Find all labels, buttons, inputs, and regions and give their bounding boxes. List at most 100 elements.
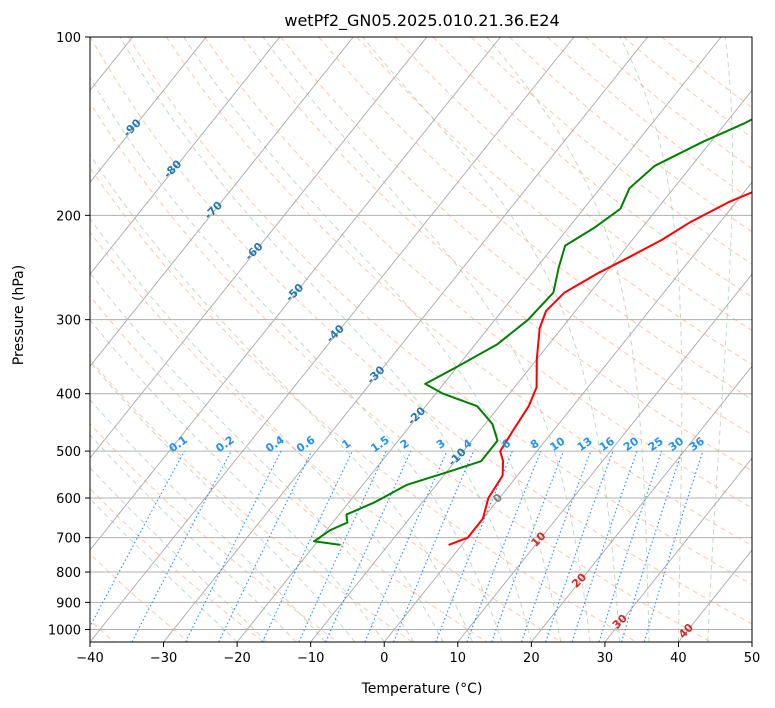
mixing-ratio-line (466, 450, 542, 642)
y-tick-label: 900 (56, 596, 81, 611)
plot-area: 0.1 0.2 0.4 0.6 1 1.5 2 3 4 6 8 10 13 16 20 25 30 36-90-8… (0, 31, 761, 666)
mixing-ratio-line (598, 450, 663, 642)
mixing-ratio-label: 0.2 (213, 433, 236, 455)
isotherm-line (310, 89, 752, 642)
mixing-ratio-label: 3 (434, 437, 448, 452)
dry-adiabat (470, 37, 752, 265)
mixing-ratio-line (435, 450, 513, 642)
dry-adiabat (90, 37, 752, 625)
moist-adiabat (183, 37, 562, 642)
mixing-ratio-line (185, 450, 282, 642)
isotherm-line (751, 641, 752, 642)
isotherm-line (90, 37, 501, 551)
isotherm-line (678, 549, 752, 642)
x-tick-label: −20 (223, 651, 250, 666)
dry-adiabat (90, 101, 712, 642)
moist-adiabat (90, 319, 385, 642)
x-axis-label: Temperature (°C) (361, 681, 483, 697)
dry-adiabat (127, 37, 752, 585)
plot-lines (0, 37, 752, 642)
moist-adiabat (90, 497, 238, 642)
moist-adiabat (262, 37, 591, 642)
x-tick-label: −10 (297, 651, 324, 666)
chart-title: wetPf2_GN05.2025.010.21.36.E24 (284, 11, 559, 31)
moist-adiabat (90, 434, 297, 642)
moist-adiabat (707, 37, 733, 642)
y-tick-label: 700 (56, 532, 81, 547)
temperature-profile (448, 191, 752, 546)
x-tick-label: 10 (450, 651, 467, 666)
mixing-ratio-line (571, 450, 638, 642)
dry-adiabat (90, 487, 264, 642)
y-tick-label: 800 (56, 566, 81, 581)
dry-adiabat (661, 37, 752, 109)
moist-adiabat (90, 153, 473, 642)
mixing-ratio-label: 0.4 (263, 433, 287, 455)
moist-adiabat (90, 399, 326, 642)
y-tick-label: 100 (56, 31, 81, 46)
isotherm-line (236, 37, 722, 642)
dry-adiabat (90, 553, 190, 642)
x-tick-label: 50 (744, 651, 761, 666)
mixing-ratio-line (325, 450, 412, 642)
dry-adiabat (318, 37, 752, 400)
isotherm-line (90, 37, 354, 367)
dry-adiabat (90, 231, 562, 642)
dry-adiabat (90, 358, 413, 642)
moist-adiabat (486, 37, 650, 642)
y-tick-label: 1000 (48, 623, 81, 638)
mixing-ratio-label: 2 (398, 437, 412, 452)
mixing-ratio-line (218, 450, 313, 642)
mixing-ratio-line (621, 450, 683, 642)
mixing-ratio-line (90, 450, 185, 628)
y-tick-label: 500 (56, 445, 81, 460)
mixing-ratio-label: 8 (528, 437, 542, 452)
moist-adiabat (90, 217, 444, 642)
mixing-ratio-line (520, 450, 592, 642)
dry-adiabat (165, 37, 752, 547)
mixing-ratio-line (545, 450, 614, 642)
isotherm-line (383, 181, 752, 642)
isotherm-line (90, 37, 207, 184)
y-tick-label: 400 (56, 388, 81, 403)
x-tick-label: −40 (76, 651, 103, 666)
x-tick-label: 0 (380, 651, 388, 666)
x-tick-label: −30 (150, 651, 177, 666)
y-tick-label: 200 (56, 209, 81, 224)
mixing-ratio-line (393, 450, 475, 642)
dry-adiabat (547, 37, 752, 201)
mixing-ratio-label: 0.6 (294, 433, 318, 455)
isotherm-line (604, 457, 752, 642)
dry-adiabat (204, 37, 752, 509)
mixing-ratio-label: 0.1 (167, 433, 190, 455)
y-tick-label: 600 (56, 492, 81, 507)
moist-adiabat (119, 37, 532, 642)
y-axis-label: Pressure (hPa) (11, 265, 27, 365)
x-tick-label: 40 (670, 651, 687, 666)
dry-adiabat (242, 37, 752, 472)
isotherm-line (90, 37, 575, 642)
isotherm-line (163, 37, 648, 642)
mixing-ratio-line (491, 450, 565, 642)
x-tick-label: 30 (597, 651, 614, 666)
isotherm-line (0, 37, 59, 642)
mixing-ratio-label: 1 (339, 437, 353, 452)
moist-adiabat (619, 37, 683, 642)
moist-adiabat (90, 361, 356, 642)
dry-adiabat (394, 37, 752, 332)
dry-adiabat (90, 166, 637, 642)
y-tick-label: 300 (56, 314, 81, 329)
moist-adiabat (362, 37, 621, 642)
dry-adiabat (90, 423, 339, 642)
dewpoint-profile (313, 118, 752, 546)
plot-frame (89, 36, 753, 643)
isotherm-line (90, 37, 281, 276)
x-tick-label: 20 (523, 651, 540, 666)
mixing-ratio-line (261, 450, 353, 642)
dry-adiabat (90, 295, 488, 642)
moist-adiabat (90, 76, 503, 642)
isotherm-line (457, 273, 752, 642)
isotherm-line (90, 37, 428, 459)
mixing-ratio-line (643, 450, 704, 642)
